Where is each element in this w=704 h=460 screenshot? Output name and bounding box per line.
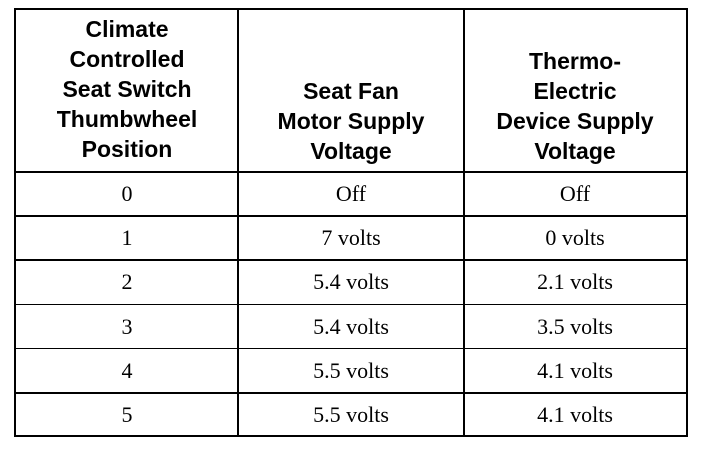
table-cell: 7 volts: [321, 225, 381, 251]
table-cell: Off: [559, 181, 591, 207]
header-line: Seat Fan: [303, 78, 399, 104]
row-divider: [16, 303, 686, 306]
header-cell: Thermo- Electric Device Supply Voltage: [464, 10, 686, 172]
row-divider: [16, 215, 686, 217]
column-divider: [463, 10, 465, 435]
table-cell: 0: [121, 181, 133, 207]
table-cell: 0 volts: [545, 225, 605, 251]
header-line: Thumbwheel: [56, 106, 198, 132]
table-cell: 1: [121, 225, 133, 251]
header-line: Voltage: [534, 138, 616, 164]
table-cell: Off: [335, 181, 367, 207]
header-line: Controlled: [69, 46, 185, 72]
table-cell: 5.4 volts: [313, 269, 389, 295]
table-cell: 2: [121, 269, 133, 295]
table-cell: 5.4 volts: [313, 313, 389, 339]
table: Climate Controlled Seat Switch Thumbwheel Po…: [14, 8, 688, 437]
table-cell: 2.1 volts: [537, 269, 613, 295]
table-cell: 5.5 volts: [313, 357, 389, 383]
table-cell: 4: [121, 357, 133, 383]
table-cell: 5: [121, 402, 133, 428]
header-line: Device Supply: [496, 108, 654, 134]
header-line: Electric: [533, 78, 617, 104]
table-cell: 3: [121, 313, 133, 339]
column-divider: [237, 10, 239, 435]
table-cell: 4.1 volts: [537, 357, 613, 383]
table-cell: 4.1 volts: [537, 402, 613, 428]
header-line: Voltage: [310, 138, 392, 164]
header-line: Motor Supply: [277, 108, 425, 134]
header-line: Seat Switch: [62, 76, 192, 102]
header-cell: Climate Controlled Seat Switch Thumbwheel Po…: [16, 10, 238, 172]
table-cell: 5.5 volts: [313, 402, 389, 428]
row-divider: [16, 347, 686, 350]
row-divider: [16, 259, 686, 261]
header-line: Position: [81, 136, 173, 162]
row-divider: [16, 392, 686, 394]
row-divider: [16, 171, 686, 173]
header-cell: Seat Fan Motor Supply Voltage: [238, 10, 464, 172]
header-line: Climate: [85, 16, 169, 42]
table-cell: 3.5 volts: [537, 313, 613, 339]
header-line: Thermo-: [529, 48, 621, 74]
